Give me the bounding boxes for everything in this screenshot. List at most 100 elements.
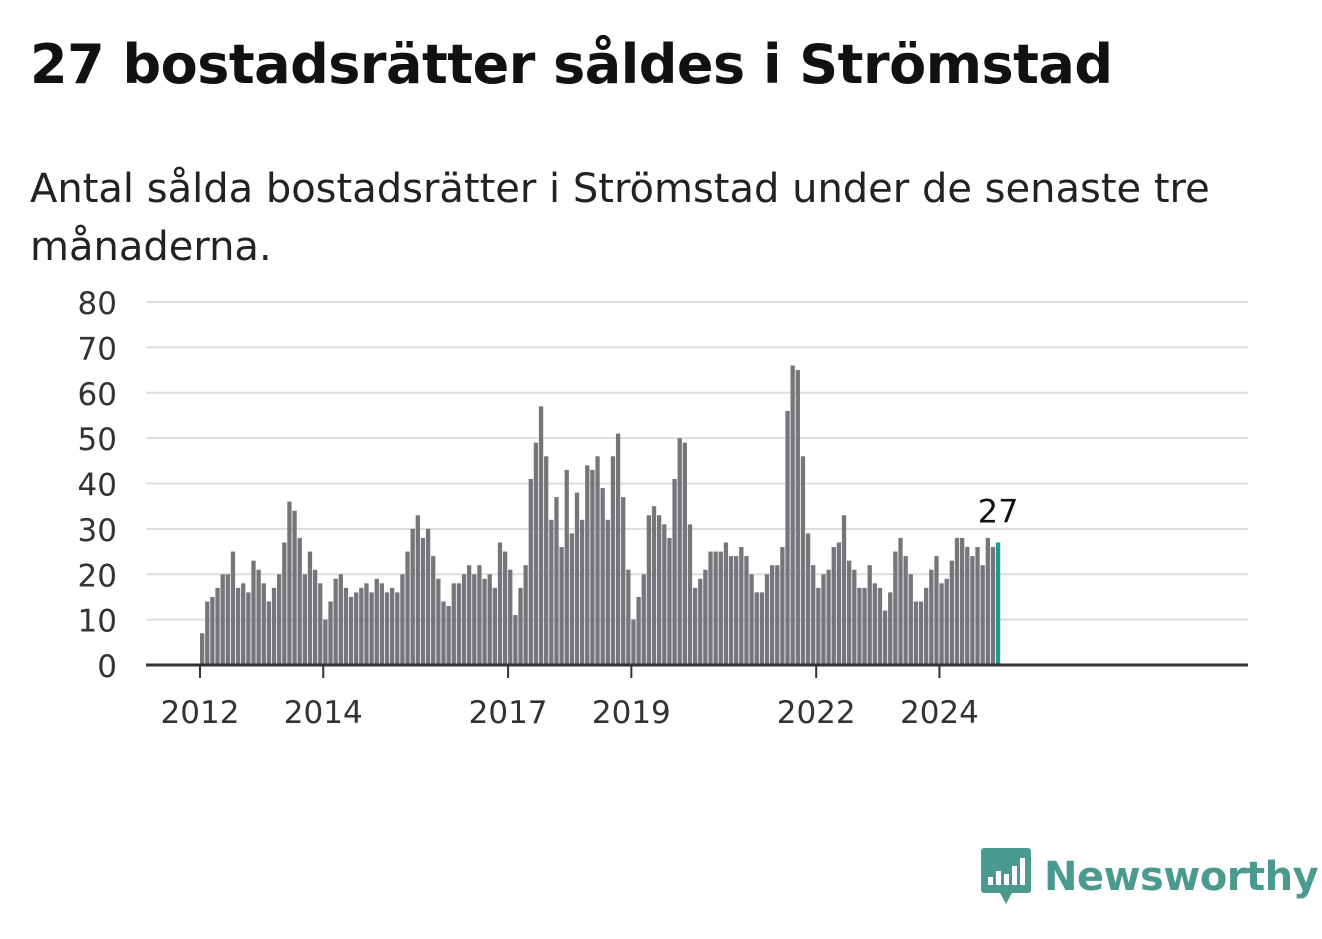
- bar: [908, 574, 913, 665]
- bar: [318, 583, 323, 665]
- bar: [410, 528, 415, 665]
- chart-subtitle: Antal sålda bostadsrätter i Strömstad un…: [30, 166, 1210, 270]
- y-tick-label: 0: [97, 649, 117, 685]
- bar: [811, 565, 816, 665]
- bar-series: [200, 365, 1001, 665]
- bar: [749, 574, 754, 665]
- bar: [985, 537, 990, 665]
- bar: [477, 565, 482, 665]
- bar: [646, 515, 652, 665]
- bar: [734, 556, 739, 665]
- bar: [924, 587, 929, 665]
- bar: [220, 574, 225, 665]
- bar: [564, 469, 569, 665]
- bar: [420, 537, 426, 665]
- bar: [954, 537, 960, 665]
- bar: [230, 551, 236, 665]
- bar: [241, 583, 246, 665]
- bar: [975, 547, 980, 665]
- bar: [610, 456, 616, 665]
- bar: [744, 556, 749, 665]
- bar: [456, 583, 462, 665]
- x-tick-label: 2024: [900, 695, 979, 731]
- bar: [636, 596, 641, 665]
- bar: [775, 565, 780, 665]
- bar: [841, 515, 847, 665]
- bar: [949, 560, 955, 665]
- bar: [338, 574, 343, 665]
- bar: [595, 456, 600, 665]
- bar: [467, 565, 472, 665]
- bar: [369, 592, 374, 665]
- bar: [718, 551, 723, 665]
- bar: [492, 587, 497, 665]
- bar: [698, 578, 703, 665]
- bar: [287, 501, 292, 665]
- bar: [600, 488, 605, 665]
- y-tick-label: 40: [78, 468, 117, 504]
- bar: [359, 587, 364, 665]
- bar: [641, 574, 646, 665]
- bar: [348, 596, 354, 665]
- bar: [929, 569, 934, 665]
- bar: [893, 551, 898, 665]
- bar: [816, 587, 821, 665]
- bar: [446, 606, 451, 665]
- bar: [898, 537, 903, 665]
- x-tick-label: 2017: [469, 695, 548, 731]
- bar: [590, 469, 595, 665]
- bar: [395, 592, 400, 665]
- bar: [549, 519, 554, 665]
- bar: [307, 551, 313, 665]
- bar: [384, 592, 390, 665]
- bar: [461, 574, 467, 665]
- bar: [657, 515, 662, 665]
- bar: [451, 583, 456, 665]
- bar: [251, 560, 256, 665]
- bar: [965, 547, 970, 665]
- bar: [508, 569, 513, 665]
- bar: [903, 556, 908, 665]
- bar: [728, 556, 734, 665]
- y-tick-label: 10: [78, 604, 117, 640]
- bar: [934, 556, 939, 665]
- bar: [277, 574, 282, 665]
- bar: [302, 574, 307, 665]
- chart-title: 27 bostadsrätter såldes i Strömstad: [30, 33, 1113, 96]
- bar: [867, 565, 872, 665]
- newsworthy-icon: [981, 848, 1031, 904]
- bar: [677, 438, 682, 665]
- bar: [579, 519, 585, 665]
- bar: [918, 601, 924, 665]
- bar-latest: [995, 542, 1001, 665]
- bar: [759, 592, 765, 665]
- x-tick-label: 2019: [592, 695, 671, 731]
- bar: [821, 574, 826, 665]
- bar: [297, 537, 302, 665]
- bar: [328, 601, 333, 665]
- bar: [651, 506, 657, 665]
- axes: 0 10 20 30 40 50 60 70 80 2012 2014 2017 2019 2022 202…: [78, 286, 1248, 731]
- newsworthy-logo: Newsworthy: [980, 846, 1319, 908]
- bar: [785, 410, 790, 665]
- bar: [436, 578, 441, 665]
- bar: [754, 592, 759, 665]
- bar: [631, 619, 636, 665]
- bar: [574, 492, 580, 665]
- bar: [790, 365, 795, 665]
- bar: [713, 551, 718, 665]
- bar: [826, 569, 831, 665]
- bar: [795, 370, 800, 665]
- bar: [615, 433, 621, 665]
- bar: [400, 574, 405, 665]
- bar: [205, 601, 210, 665]
- bar: [605, 519, 610, 665]
- y-tick-label: 80: [78, 286, 117, 322]
- bar: [487, 574, 492, 665]
- bar: [723, 542, 729, 665]
- bar: [554, 497, 559, 665]
- bar: [836, 542, 842, 665]
- bar: [959, 537, 965, 665]
- bar: [538, 406, 544, 665]
